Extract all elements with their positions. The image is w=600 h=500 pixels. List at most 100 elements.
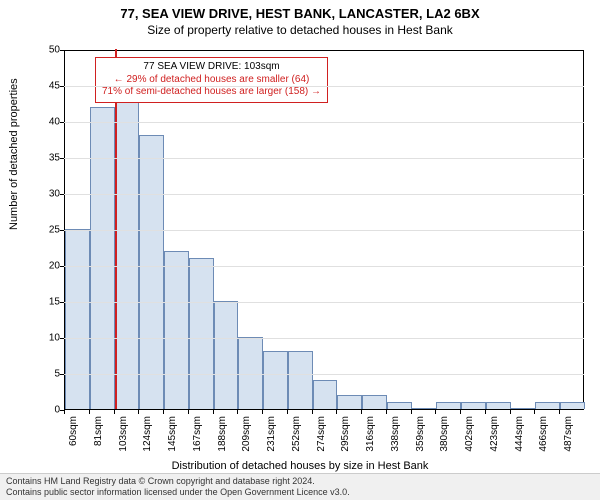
y-tick-mark [60, 302, 64, 303]
subject-marker-line [115, 49, 117, 409]
x-tick-label: 252sqm [291, 416, 302, 456]
x-tick-mark [460, 410, 461, 414]
y-tick-mark [60, 338, 64, 339]
x-axis-label: Distribution of detached houses by size … [0, 460, 600, 472]
x-tick-label: 487sqm [563, 416, 574, 456]
x-tick-mark [485, 410, 486, 414]
gridline-h [64, 302, 584, 303]
x-tick-mark [312, 410, 313, 414]
page-title: 77, SEA VIEW DRIVE, HEST BANK, LANCASTER… [0, 0, 600, 21]
bar [387, 402, 412, 409]
x-tick-mark [559, 410, 560, 414]
gridline-h [64, 338, 584, 339]
x-tick-mark [138, 410, 139, 414]
bar [189, 258, 214, 409]
bar [263, 351, 288, 409]
x-tick-label: 60sqm [68, 416, 79, 456]
y-tick-mark [60, 86, 64, 87]
y-tick-mark [60, 122, 64, 123]
bar [164, 251, 189, 409]
x-tick-label: 466sqm [538, 416, 549, 456]
y-tick-mark [60, 50, 64, 51]
bar [238, 337, 263, 409]
x-tick-mark [89, 410, 90, 414]
x-tick-label: 338sqm [390, 416, 401, 456]
x-tick-label: 359sqm [415, 416, 426, 456]
bar [65, 229, 90, 409]
y-tick-label: 50 [49, 45, 60, 56]
bar [511, 408, 536, 409]
y-tick-mark [60, 194, 64, 195]
gridline-h [64, 374, 584, 375]
x-tick-mark [287, 410, 288, 414]
x-tick-label: 124sqm [142, 416, 153, 456]
bar [486, 402, 511, 409]
x-tick-mark [411, 410, 412, 414]
bar [139, 135, 164, 409]
x-tick-mark [64, 410, 65, 414]
y-tick-mark [60, 266, 64, 267]
x-tick-mark [114, 410, 115, 414]
bar [90, 107, 115, 409]
bar [436, 402, 461, 409]
bar [214, 301, 239, 409]
bar [362, 395, 387, 409]
y-tick-label: 30 [49, 189, 60, 200]
y-tick-label: 25 [49, 225, 60, 236]
x-tick-mark [237, 410, 238, 414]
bar [461, 402, 486, 409]
y-tick-label: 45 [49, 81, 60, 92]
y-tick-mark [60, 230, 64, 231]
x-tick-label: 423sqm [489, 416, 500, 456]
x-tick-mark [510, 410, 511, 414]
x-tick-mark [435, 410, 436, 414]
x-tick-label: 444sqm [514, 416, 525, 456]
x-tick-mark [213, 410, 214, 414]
y-tick-label: 10 [49, 333, 60, 344]
y-tick-label: 15 [49, 297, 60, 308]
callout-line-1: 77 SEA VIEW DRIVE: 103sqm [102, 61, 321, 74]
x-tick-mark [262, 410, 263, 414]
y-tick-label: 35 [49, 153, 60, 164]
bar [115, 85, 140, 409]
x-tick-label: 316sqm [365, 416, 376, 456]
x-tick-label: 103sqm [118, 416, 129, 456]
footer-line-2: Contains public sector information licen… [6, 487, 594, 498]
gridline-h [64, 158, 584, 159]
x-tick-mark [534, 410, 535, 414]
footer-attribution: Contains HM Land Registry data © Crown c… [0, 473, 600, 500]
bar [535, 402, 560, 409]
y-tick-label: 20 [49, 261, 60, 272]
x-tick-label: 167sqm [192, 416, 203, 456]
page-subtitle: Size of property relative to detached ho… [0, 23, 600, 37]
bar [337, 395, 362, 409]
x-tick-label: 402sqm [464, 416, 475, 456]
x-tick-mark [336, 410, 337, 414]
bar [288, 351, 313, 409]
x-tick-label: 295sqm [340, 416, 351, 456]
x-tick-label: 231sqm [266, 416, 277, 456]
x-tick-label: 274sqm [316, 416, 327, 456]
x-tick-label: 81sqm [93, 416, 104, 456]
bar [412, 408, 437, 409]
x-tick-mark [163, 410, 164, 414]
x-tick-label: 188sqm [217, 416, 228, 456]
callout-box: 77 SEA VIEW DRIVE: 103sqm← 29% of detach… [95, 57, 328, 103]
callout-line-3: 71% of semi-detached houses are larger (… [102, 86, 321, 99]
gridline-h [64, 230, 584, 231]
x-tick-label: 380sqm [439, 416, 450, 456]
y-tick-label: 40 [49, 117, 60, 128]
x-tick-label: 209sqm [241, 416, 252, 456]
gridline-h [64, 122, 584, 123]
y-tick-mark [60, 158, 64, 159]
footer-line-1: Contains HM Land Registry data © Crown c… [6, 476, 594, 487]
x-tick-label: 145sqm [167, 416, 178, 456]
x-tick-mark [386, 410, 387, 414]
callout-line-2: ← 29% of detached houses are smaller (64… [102, 74, 321, 87]
gridline-h [64, 86, 584, 87]
gridline-h [64, 266, 584, 267]
bar [313, 380, 338, 409]
x-tick-mark [361, 410, 362, 414]
bar [560, 402, 585, 409]
y-tick-mark [60, 374, 64, 375]
